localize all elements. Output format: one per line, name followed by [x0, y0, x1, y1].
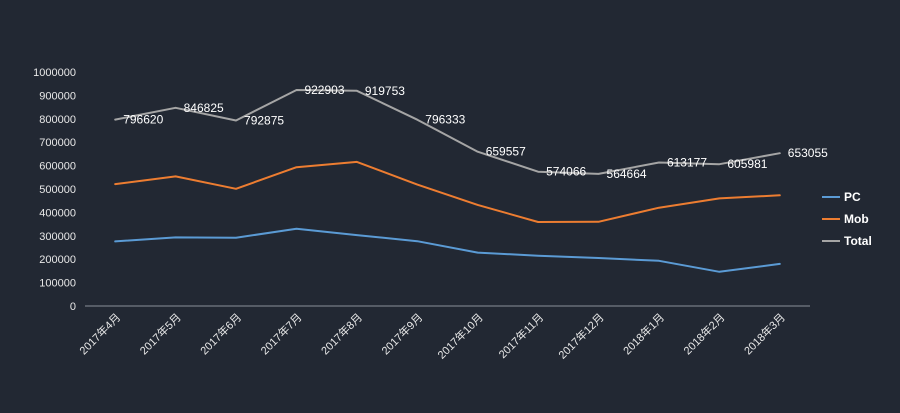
x-tick-label: 2017年10月 [434, 310, 485, 361]
y-tick-label: 0 [70, 301, 76, 313]
data-labels: 796620 846825 792875 922903 919753 796333 6595… [123, 83, 828, 181]
data-label: 796333 [425, 113, 465, 127]
data-label: 605981 [727, 157, 767, 171]
x-tick-label: 2017年8月 [318, 310, 365, 357]
y-tick-label: 900000 [39, 90, 76, 102]
y-axis-ticks: 0 100000 200000 300000 400000 500000 600000 700… [33, 67, 76, 313]
series-line-total [114, 89, 781, 175]
legend-label-pc: PC [844, 190, 861, 204]
y-tick-label: 1000000 [33, 67, 76, 79]
y-tick-label: 700000 [39, 137, 76, 149]
y-tick-label: 100000 [39, 278, 76, 290]
x-tick-label: 2017年6月 [197, 310, 244, 357]
series-line-mob [114, 160, 781, 223]
y-tick-label: 600000 [39, 161, 76, 173]
data-label: 846825 [184, 101, 224, 115]
data-label: 919753 [365, 84, 405, 98]
data-label: 574066 [546, 165, 586, 179]
data-label: 659557 [486, 145, 526, 159]
legend: PC Mob Total [822, 190, 872, 248]
x-tick-label: 2017年5月 [137, 310, 184, 357]
data-label: 796620 [123, 113, 163, 127]
y-tick-label: 500000 [39, 184, 76, 196]
x-axis-ticks: 2017年4月 2017年5月 2017年6月 2017年7月 2017年8月 2017年… [76, 310, 788, 361]
data-label: 653055 [788, 146, 828, 160]
y-tick-label: 400000 [39, 207, 76, 219]
x-tick-label: 2018年1月 [620, 310, 667, 357]
x-tick-label: 2018年2月 [680, 310, 727, 357]
x-tick-label: 2018年3月 [741, 310, 788, 357]
y-tick-label: 800000 [39, 114, 76, 126]
legend-label-total: Total [844, 234, 872, 248]
x-tick-label: 2017年9月 [378, 310, 425, 357]
data-label: 792875 [244, 113, 284, 127]
y-tick-label: 300000 [39, 231, 76, 243]
x-tick-label: 2017年12月 [555, 310, 606, 361]
data-label: 922903 [304, 83, 344, 97]
data-label: 564664 [607, 167, 647, 181]
data-label: 613177 [667, 156, 707, 170]
x-tick-label: 2017年7月 [257, 310, 304, 357]
x-tick-label: 2017年4月 [76, 310, 123, 357]
legend-label-mob: Mob [844, 212, 869, 226]
series-lines [114, 89, 781, 273]
y-tick-label: 200000 [39, 254, 76, 266]
series-line-pc [114, 227, 781, 273]
x-tick-label: 2017年11月 [495, 310, 546, 361]
